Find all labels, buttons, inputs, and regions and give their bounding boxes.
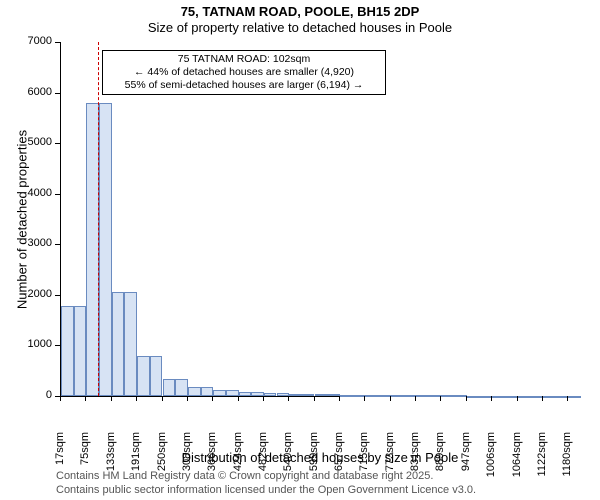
x-tick: [390, 396, 391, 401]
x-tick-label: 1006sqm: [485, 432, 497, 482]
y-tick: [55, 143, 60, 144]
histogram-bar: [315, 394, 328, 396]
histogram-bar: [99, 103, 112, 396]
histogram-bar: [365, 395, 378, 397]
x-tick-label: 1180sqm: [561, 432, 573, 482]
y-tick: [55, 93, 60, 94]
histogram-bar: [264, 393, 277, 396]
x-tick: [466, 396, 467, 401]
histogram-bar: [86, 103, 99, 396]
histogram-bar: [112, 292, 125, 396]
annotation-line-3: 55% of semi-detached houses are larger (…: [109, 79, 379, 92]
x-tick: [440, 396, 441, 401]
x-tick-label: 947sqm: [460, 432, 472, 482]
histogram-bar: [479, 396, 492, 398]
y-tick-label: 6000: [18, 86, 52, 98]
x-tick: [111, 396, 112, 401]
y-tick: [55, 42, 60, 43]
x-tick-label: 250sqm: [156, 432, 168, 482]
y-tick-label: 4000: [18, 187, 52, 199]
highlight-line: [98, 42, 99, 396]
x-tick: [263, 396, 264, 401]
histogram-bar: [518, 396, 531, 398]
chart-subtitle: Size of property relative to detached ho…: [0, 20, 600, 35]
histogram-bar: [492, 396, 505, 398]
histogram-bar: [239, 392, 252, 396]
x-tick-label: 1122sqm: [536, 432, 548, 482]
x-tick-label: 599sqm: [308, 432, 320, 482]
x-tick-label: 657sqm: [333, 432, 345, 482]
histogram-bar: [137, 356, 150, 396]
x-tick: [212, 396, 213, 401]
histogram-bar: [568, 396, 581, 398]
histogram-bar: [163, 379, 176, 396]
x-tick: [162, 396, 163, 401]
histogram-bar: [289, 394, 302, 396]
chart-container: 75, TATNAM ROAD, POOLE, BH15 2DP Size of…: [0, 0, 600, 500]
histogram-bar: [391, 395, 404, 397]
x-tick-label: 889sqm: [434, 432, 446, 482]
histogram-bar: [416, 395, 429, 397]
x-tick-label: 1064sqm: [511, 432, 523, 482]
x-tick: [288, 396, 289, 401]
y-tick-label: 7000: [18, 35, 52, 47]
histogram-bar: [150, 356, 163, 396]
y-tick-label: 3000: [18, 237, 52, 249]
x-tick-label: 715sqm: [358, 432, 370, 482]
y-tick: [55, 345, 60, 346]
histogram-bar: [61, 306, 74, 396]
y-tick: [55, 194, 60, 195]
x-tick: [238, 396, 239, 401]
histogram-bar: [543, 396, 556, 398]
y-tick-label: 5000: [18, 136, 52, 148]
x-tick: [339, 396, 340, 401]
y-tick-label: 2000: [18, 288, 52, 300]
y-tick: [55, 295, 60, 296]
histogram-bar: [74, 306, 87, 396]
annotation-line-2: ← 44% of detached houses are smaller (4,…: [109, 66, 379, 79]
x-tick: [136, 396, 137, 401]
chart-title: 75, TATNAM ROAD, POOLE, BH15 2DP: [0, 4, 600, 19]
x-tick-label: 773sqm: [384, 432, 396, 482]
histogram-bar: [175, 379, 188, 396]
x-tick-label: 540sqm: [282, 432, 294, 482]
annotation-box: 75 TATNAM ROAD: 102sqm ← 44% of detached…: [102, 50, 386, 95]
x-tick-label: 482sqm: [257, 432, 269, 482]
x-tick: [60, 396, 61, 401]
annotation-line-1: 75 TATNAM ROAD: 102sqm: [109, 53, 379, 66]
y-tick: [55, 244, 60, 245]
x-tick-label: 308sqm: [181, 432, 193, 482]
x-tick: [517, 396, 518, 401]
x-tick-label: 17sqm: [54, 432, 66, 482]
histogram-bar: [213, 390, 226, 396]
x-tick: [187, 396, 188, 401]
histogram-bar: [124, 292, 137, 396]
x-tick-label: 75sqm: [79, 432, 91, 482]
x-tick: [415, 396, 416, 401]
histogram-bar: [340, 395, 353, 397]
histogram-bar: [188, 387, 201, 396]
histogram-bar: [441, 395, 454, 397]
x-tick: [364, 396, 365, 401]
histogram-bar: [201, 387, 214, 396]
histogram-bar: [467, 396, 480, 398]
y-tick-label: 0: [18, 389, 52, 401]
histogram-bar: [302, 394, 315, 396]
x-tick-label: 424sqm: [232, 432, 244, 482]
x-tick: [314, 396, 315, 401]
x-tick-label: 831sqm: [409, 432, 421, 482]
x-tick: [567, 396, 568, 401]
x-tick: [85, 396, 86, 401]
x-tick: [542, 396, 543, 401]
x-tick-label: 133sqm: [105, 432, 117, 482]
footer-line-2: Contains public sector information licen…: [56, 484, 476, 496]
x-tick: [491, 396, 492, 401]
x-tick-label: 191sqm: [130, 432, 142, 482]
y-tick-label: 1000: [18, 338, 52, 350]
x-tick-label: 366sqm: [206, 432, 218, 482]
